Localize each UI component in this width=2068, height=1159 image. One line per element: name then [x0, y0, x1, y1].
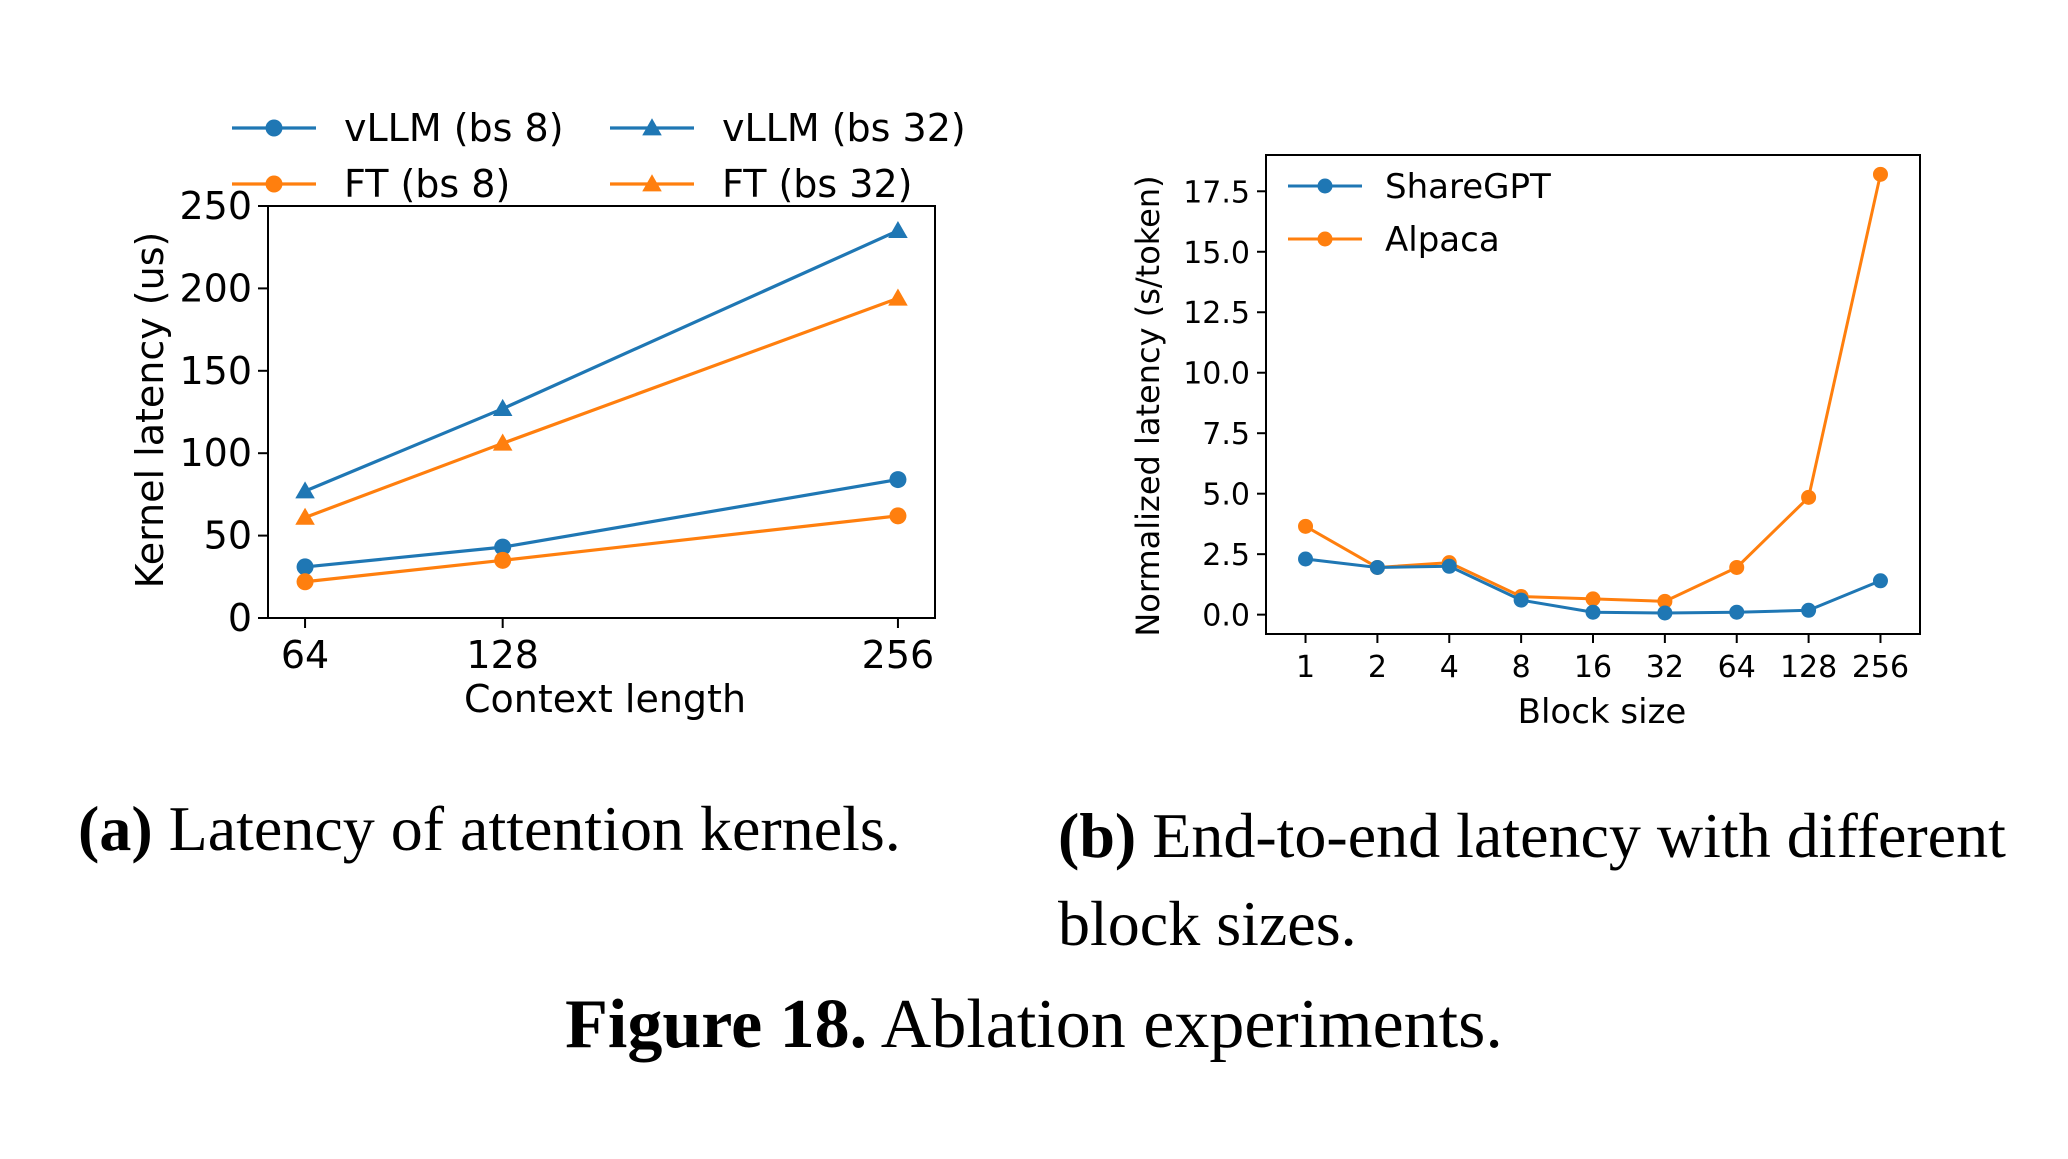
- data-point: [1801, 489, 1817, 505]
- subfigure-a-text: Latency of attention kernels.: [152, 793, 901, 864]
- y-tick-label: 250: [179, 184, 252, 228]
- chart-a-legend: vLLM (bs 8) vLLM (bs 32) FT (bs 8) FT (bs 3…: [232, 106, 966, 206]
- chart-a-series: [295, 220, 908, 591]
- chart-a-axes: 0 50 100 150 200 250 64 128 256: [179, 184, 936, 677]
- x-tick-label: 32: [1646, 650, 1684, 685]
- legend-label: FT (bs 8): [344, 162, 510, 206]
- data-point: [889, 471, 907, 489]
- data-point: [1585, 591, 1601, 607]
- legend-marker: [642, 174, 662, 192]
- data-point: [1369, 559, 1385, 575]
- plot-frame: [1265, 154, 1921, 635]
- y-tick-label: 17.5: [1183, 175, 1250, 210]
- legend-label: ShareGPT: [1385, 167, 1551, 207]
- series-line: [304, 477, 899, 569]
- chart-b-axes: 0.0 2.5 5.0 7.5 10.0 12.5 15.0 17.5 1 2 4 8 16 32 64 12…: [1183, 154, 1921, 685]
- data-point: [296, 558, 314, 576]
- x-tick-label: 16: [1574, 650, 1612, 685]
- x-tick-label: 256: [1852, 650, 1909, 685]
- data-point: [1729, 604, 1745, 620]
- subfigure-b-label: (b): [1058, 800, 1137, 871]
- x-tick-label: 128: [1780, 650, 1837, 685]
- legend-marker: [265, 175, 283, 193]
- chart-block-size-latency: ShareGPT Alpaca 0.0 2.5 5.0 7.5 10.0 12.5 15.0 1…: [1129, 154, 1921, 732]
- data-point: [1298, 551, 1314, 567]
- data-point: [296, 573, 314, 591]
- data-point: [1657, 605, 1673, 621]
- data-point: [888, 220, 908, 239]
- y-tick-label: 12.5: [1183, 296, 1250, 331]
- y-tick-label: 7.5: [1202, 417, 1250, 452]
- data-point: [295, 481, 315, 499]
- data-point: [1657, 593, 1673, 609]
- x-tick-label: 8: [1512, 650, 1531, 685]
- data-point: [1801, 602, 1817, 618]
- data-point: [889, 507, 907, 525]
- chart-kernel-latency: vLLM (bs 8) vLLM (bs 32) FT (bs 8) FT (bs 3…: [128, 106, 966, 721]
- legend-label: vLLM (bs 8): [344, 106, 564, 150]
- x-tick-label: 128: [466, 633, 539, 677]
- data-point: [1298, 518, 1314, 534]
- data-point: [1872, 573, 1888, 589]
- plot-frame: [267, 205, 936, 619]
- y-tick-label: 200: [179, 266, 252, 310]
- x-tick-label: 256: [862, 633, 935, 677]
- series-line: [304, 514, 899, 584]
- y-tick-label: 150: [179, 349, 252, 393]
- chart-a-y-axis-label: Kernel latency (us): [128, 232, 172, 589]
- data-point: [888, 288, 908, 306]
- legend-marker: [1317, 231, 1333, 247]
- figure-label: Figure 18.: [565, 986, 868, 1063]
- y-tick-label: 15.0: [1183, 236, 1250, 271]
- data-point: [1729, 559, 1745, 575]
- subfigure-b-caption: (b) End-to-end latency with different bl…: [1058, 792, 2018, 968]
- data-point: [1513, 592, 1529, 608]
- subfigure-a-label: (a): [78, 793, 153, 864]
- chart-b-y-axis-label: Normalized latency (s/token): [1129, 175, 1167, 636]
- x-tick-label: 2: [1368, 650, 1387, 685]
- data-point: [1585, 604, 1601, 620]
- figure-caption: Figure 18. Ablation experiments.: [0, 985, 2068, 1065]
- data-point: [1441, 558, 1457, 574]
- legend-label: FT (bs 32): [722, 162, 912, 206]
- data-point: [494, 551, 512, 569]
- x-tick-label: 64: [281, 633, 329, 677]
- legend-label: vLLM (bs 32): [722, 106, 966, 150]
- y-tick-label: 100: [179, 431, 252, 475]
- data-point: [295, 507, 315, 525]
- legend-marker: [642, 118, 662, 136]
- x-tick-label: 64: [1718, 650, 1756, 685]
- y-tick-label: 5.0: [1202, 478, 1250, 513]
- legend-marker: [265, 119, 283, 137]
- data-point: [1872, 166, 1888, 182]
- chart-b-legend: ShareGPT Alpaca: [1288, 167, 1551, 260]
- data-point: [494, 538, 512, 556]
- figure-caption-text: Ablation experiments.: [867, 986, 1503, 1063]
- legend-label: Alpaca: [1385, 220, 1500, 260]
- y-tick-label: 2.5: [1202, 538, 1250, 573]
- y-tick-label: 0: [228, 596, 252, 640]
- y-tick-label: 50: [204, 514, 252, 558]
- subfigure-a-caption: (a) Latency of attention kernels.: [78, 792, 901, 866]
- y-tick-label: 10.0: [1183, 357, 1250, 392]
- series-line: [304, 296, 899, 519]
- y-tick-label: 0.0: [1202, 599, 1250, 634]
- x-tick-label: 1: [1296, 650, 1315, 685]
- legend-marker: [1317, 178, 1333, 194]
- chart-a-x-axis-label: Context length: [464, 677, 746, 721]
- data-point: [492, 398, 513, 417]
- series-line: [304, 229, 899, 493]
- subfigure-b-text: End-to-end latency with different block …: [1058, 800, 2006, 959]
- chart-b-x-axis-label: Block size: [1518, 692, 1687, 732]
- x-tick-label: 4: [1440, 650, 1459, 685]
- data-point: [492, 433, 513, 451]
- chart-b-series: [1298, 166, 1888, 621]
